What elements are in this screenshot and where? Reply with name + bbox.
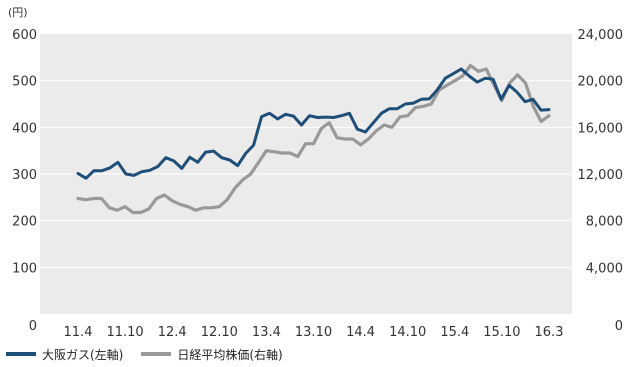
line-chart: (円) 0 100 200 300 400 500 600 0 4,000 8,000 12,00… bbox=[8, 6, 624, 340]
y-left-tick-label: 400 bbox=[12, 121, 37, 136]
y-left-tick-label: 600 bbox=[12, 28, 37, 43]
x-tick-label: 12.10 bbox=[201, 325, 238, 340]
y-left-axis: 0 100 200 300 400 500 600 bbox=[12, 28, 37, 334]
y-left-tick-label: 0 bbox=[29, 319, 37, 334]
x-tick-label: 11.4 bbox=[64, 325, 93, 340]
x-tick-label: 13.10 bbox=[295, 325, 332, 340]
y-right-tick-label: 8,000 bbox=[586, 215, 623, 230]
x-axis: 11.4 11.10 12.4 12.10 13.4 13.10 14.4 14.10 15.4… bbox=[64, 325, 564, 340]
legend-swatch-osaka-gas bbox=[6, 352, 36, 356]
x-tick-label: 13.4 bbox=[252, 325, 281, 340]
y-left-tick-label: 500 bbox=[12, 75, 37, 90]
legend-label-nikkei: 日経平均株価(右軸) bbox=[177, 347, 283, 362]
y-right-axis: 0 4,000 8,000 12,000 16,000 20,000 24,000 bbox=[578, 28, 624, 334]
y-right-tick-label: 20,000 bbox=[578, 75, 624, 90]
legend: 大阪ガス(左軸) 日経平均株価(右軸) bbox=[6, 344, 301, 364]
y-left-tick-label: 100 bbox=[12, 261, 37, 276]
x-tick-label: 15.10 bbox=[483, 325, 520, 340]
legend-label-osaka-gas: 大阪ガス(左軸) bbox=[42, 347, 124, 362]
x-tick-label: 12.4 bbox=[158, 325, 187, 340]
y-right-tick-label: 12,000 bbox=[578, 168, 624, 183]
x-tick-label: 15.4 bbox=[440, 325, 469, 340]
x-tick-label: 11.10 bbox=[106, 325, 143, 340]
y-right-tick-label: 16,000 bbox=[578, 121, 624, 136]
y-right-tick-label: 4,000 bbox=[586, 261, 623, 276]
unit-label: (円) bbox=[8, 6, 28, 19]
legend-swatch-nikkei bbox=[141, 352, 172, 356]
x-tick-label: 14.10 bbox=[389, 325, 426, 340]
series-lines bbox=[76, 63, 551, 215]
series-line-nikkei bbox=[76, 63, 551, 215]
legend-item-osaka-gas: 大阪ガス(左軸) bbox=[6, 346, 123, 363]
y-left-tick-label: 200 bbox=[12, 215, 37, 230]
y-right-tick-label: 0 bbox=[615, 319, 623, 334]
y-left-tick-label: 300 bbox=[12, 168, 37, 183]
x-tick-label: 16.3 bbox=[535, 325, 564, 340]
series-line-osaka-gas bbox=[76, 67, 551, 180]
legend-item-nikkei: 日経平均株価(右軸) bbox=[141, 346, 283, 363]
y-right-tick-label: 24,000 bbox=[578, 28, 624, 43]
x-tick-label: 14.4 bbox=[346, 325, 375, 340]
